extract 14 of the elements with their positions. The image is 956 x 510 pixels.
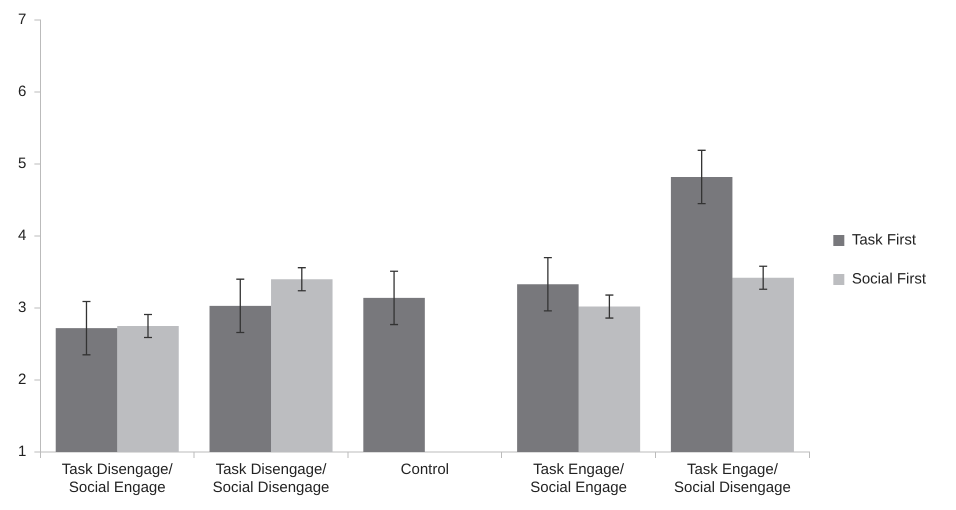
x-tick-label: Task Disengage/ Social Disengage — [212, 461, 330, 496]
y-tick-label: 5 — [18, 155, 26, 172]
legend-label: Social First — [852, 270, 927, 288]
y-tick-label: 1 — [18, 443, 26, 460]
y-tick-label: 2 — [18, 371, 26, 388]
x-tick-label: Task Engage/ Social Engage — [530, 461, 627, 496]
legend-label: Task First — [852, 232, 917, 249]
x-tick-label: Task Engage/ Social Disengage — [674, 461, 791, 496]
y-tick-label: 3 — [18, 299, 26, 316]
x-tick-label: Control — [400, 461, 450, 478]
y-tick-label: 7 — [18, 11, 26, 28]
x-tick-label: Task Disengage/ Social Engage — [62, 461, 174, 496]
y-tick-label: 4 — [18, 227, 26, 244]
y-tick-label: 6 — [18, 83, 26, 100]
